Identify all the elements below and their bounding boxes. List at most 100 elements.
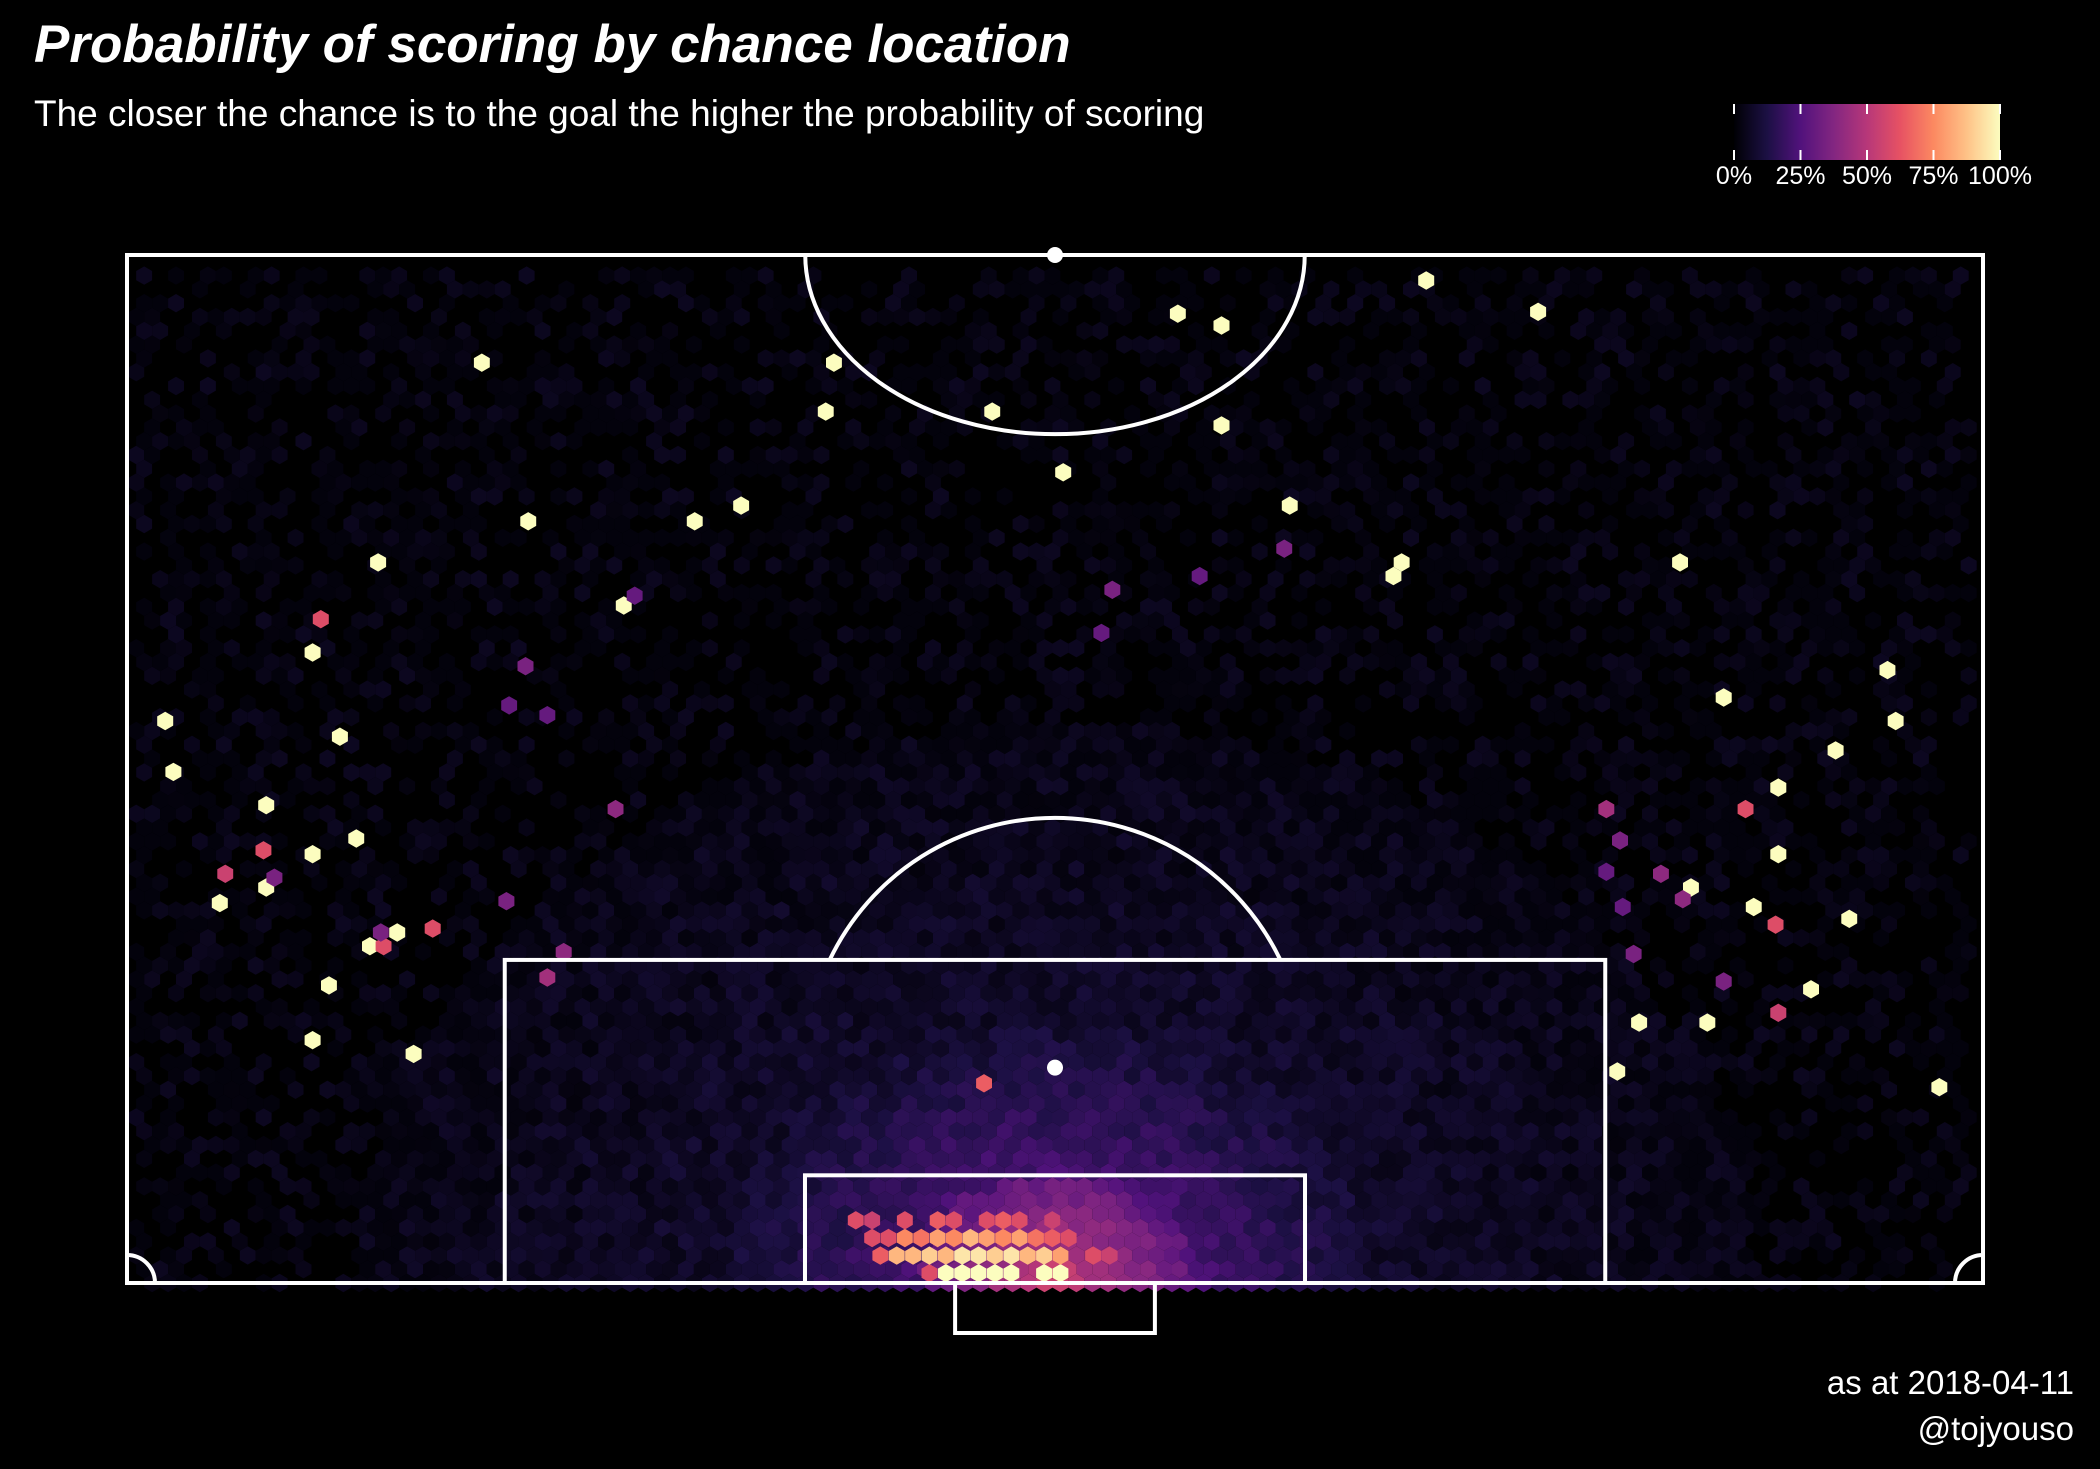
hexbin-cell — [1466, 1053, 1483, 1072]
hexbin-cell — [686, 1025, 702, 1044]
hexbin-cell — [1530, 1246, 1547, 1265]
hexbin-cell — [1028, 1122, 1045, 1141]
hexbin-cell — [741, 1204, 758, 1224]
hexbin-cell — [1299, 1066, 1316, 1086]
hexbin-cell — [1458, 1039, 1475, 1058]
hexbin-cell — [1793, 1232, 1810, 1251]
hexbin-cell — [542, 1053, 559, 1072]
hexbin-cell — [901, 1039, 917, 1058]
hexbin-cell — [486, 1011, 503, 1030]
hexbin-cell — [757, 1066, 774, 1086]
hexbin-cell — [391, 1204, 408, 1224]
hexbin-cell — [1211, 1053, 1228, 1072]
hexbin-cell — [1315, 1066, 1332, 1086]
hexbin-cell — [606, 1135, 623, 1155]
hexbin-cell — [1140, 1066, 1156, 1086]
hexbin-cell — [1490, 1122, 1507, 1141]
hexbin-cell — [932, 1122, 949, 1141]
hexbin-cell — [1681, 1149, 1698, 1168]
hexbin-cell — [773, 1260, 790, 1279]
hexbin-cell — [1546, 1191, 1563, 1210]
hexbin-cell — [1530, 1135, 1547, 1155]
hexbin-cell — [1498, 1163, 1515, 1182]
hexbin-cell — [199, 1066, 216, 1086]
hexbin-cell — [1172, 1094, 1188, 1113]
hexbin-cell — [558, 1135, 575, 1155]
hexbin-cell — [1387, 1025, 1403, 1044]
hexbin-cell — [1928, 1025, 1945, 1044]
hexbin-cell — [1044, 1122, 1061, 1141]
hexbin-cell — [1371, 1025, 1388, 1044]
hexbin-cell — [1203, 1039, 1220, 1058]
hexbin-cell — [1442, 735, 1459, 754]
hexbin-cell — [717, 694, 734, 713]
hexbin-cell — [1347, 1094, 1364, 1113]
hexbin-cell — [534, 1122, 551, 1141]
hexbin-cell — [1187, 1066, 1204, 1086]
hexbin-cell — [1219, 1204, 1236, 1224]
hexbin-cell — [160, 1246, 176, 1265]
hexbin-cell — [733, 1246, 750, 1265]
hexbin-cell — [136, 1232, 153, 1251]
hexbin-cell — [901, 1066, 917, 1086]
hexbin-cell — [1442, 1066, 1459, 1086]
hexbin-cell — [367, 1163, 384, 1182]
hexbin-cell — [375, 1204, 392, 1224]
hexbin-cell — [478, 1080, 495, 1099]
hexbin-cell — [1673, 1135, 1690, 1155]
hexbin-cell — [1514, 1191, 1531, 1210]
hexbin-cell — [351, 1053, 368, 1072]
hexbin-cell — [1036, 1135, 1053, 1155]
hexbin-cell — [678, 1149, 694, 1168]
hexbin-cell — [1658, 1218, 1674, 1237]
hexbin-cell — [733, 1053, 750, 1072]
hexbin-cell — [1355, 1191, 1372, 1210]
hexbin-cell — [614, 1122, 631, 1141]
hexbin-cell — [1108, 1149, 1125, 1168]
hexbin-cell — [1419, 1053, 1435, 1072]
hexbin-cell — [1132, 1053, 1149, 1072]
hexbin-cell — [423, 1039, 439, 1058]
hexbin-cell — [1387, 749, 1403, 768]
hexbin-cell — [1179, 1246, 1196, 1265]
hexbin-cell — [1036, 1108, 1053, 1127]
hexbin-cell — [271, 832, 288, 851]
hexbin-cell — [439, 1177, 455, 1196]
hexbin-cell — [1124, 1177, 1141, 1196]
hexbin-cell — [1044, 1039, 1061, 1058]
hexbin-cell — [1785, 887, 1802, 906]
hexbin-cell — [446, 1080, 463, 1099]
hexbin-cell — [1458, 1204, 1475, 1224]
hexbin-cell — [877, 1080, 894, 1099]
hexbin-cell — [1426, 1039, 1443, 1058]
hexbin-cell — [1187, 1149, 1204, 1168]
hexbin-cell — [1076, 1066, 1093, 1086]
hexbin-cell — [574, 1025, 591, 1044]
hexbin-cell — [1490, 1039, 1507, 1058]
hexbin-cell — [1634, 1260, 1650, 1279]
hexbin-cell — [231, 1066, 248, 1086]
hexbin-cell — [733, 1191, 750, 1210]
hexbin-cell — [1379, 1094, 1396, 1113]
hexbin-cell — [1227, 1080, 1244, 1099]
hexbin-cell — [797, 1135, 814, 1155]
hexbin-cell — [1897, 1135, 1913, 1155]
hexbin-cell — [1403, 1163, 1419, 1182]
hexbin-cell — [335, 1163, 352, 1182]
hexbin-cell — [1323, 1025, 1340, 1044]
hexbin-cell — [1347, 1204, 1364, 1224]
hexbin-cell — [1179, 1218, 1196, 1237]
hexbin-cell — [1721, 1053, 1738, 1072]
hexbin-cell — [1450, 473, 1467, 492]
hexbin-cell — [813, 1080, 830, 1099]
hexbin-cell — [598, 1066, 615, 1086]
hexbin-cell — [845, 1191, 862, 1210]
hexbin-cell — [1259, 1246, 1276, 1265]
hexbin-cell — [1283, 1232, 1300, 1251]
hexbin-cell — [893, 1135, 909, 1155]
hexbin-cell — [1156, 1149, 1172, 1168]
hexbin-cell — [518, 1177, 535, 1196]
hexbin-cell — [1044, 1177, 1061, 1196]
hexbin-cell — [1434, 1108, 1451, 1127]
hexbin-cell — [837, 1260, 854, 1279]
